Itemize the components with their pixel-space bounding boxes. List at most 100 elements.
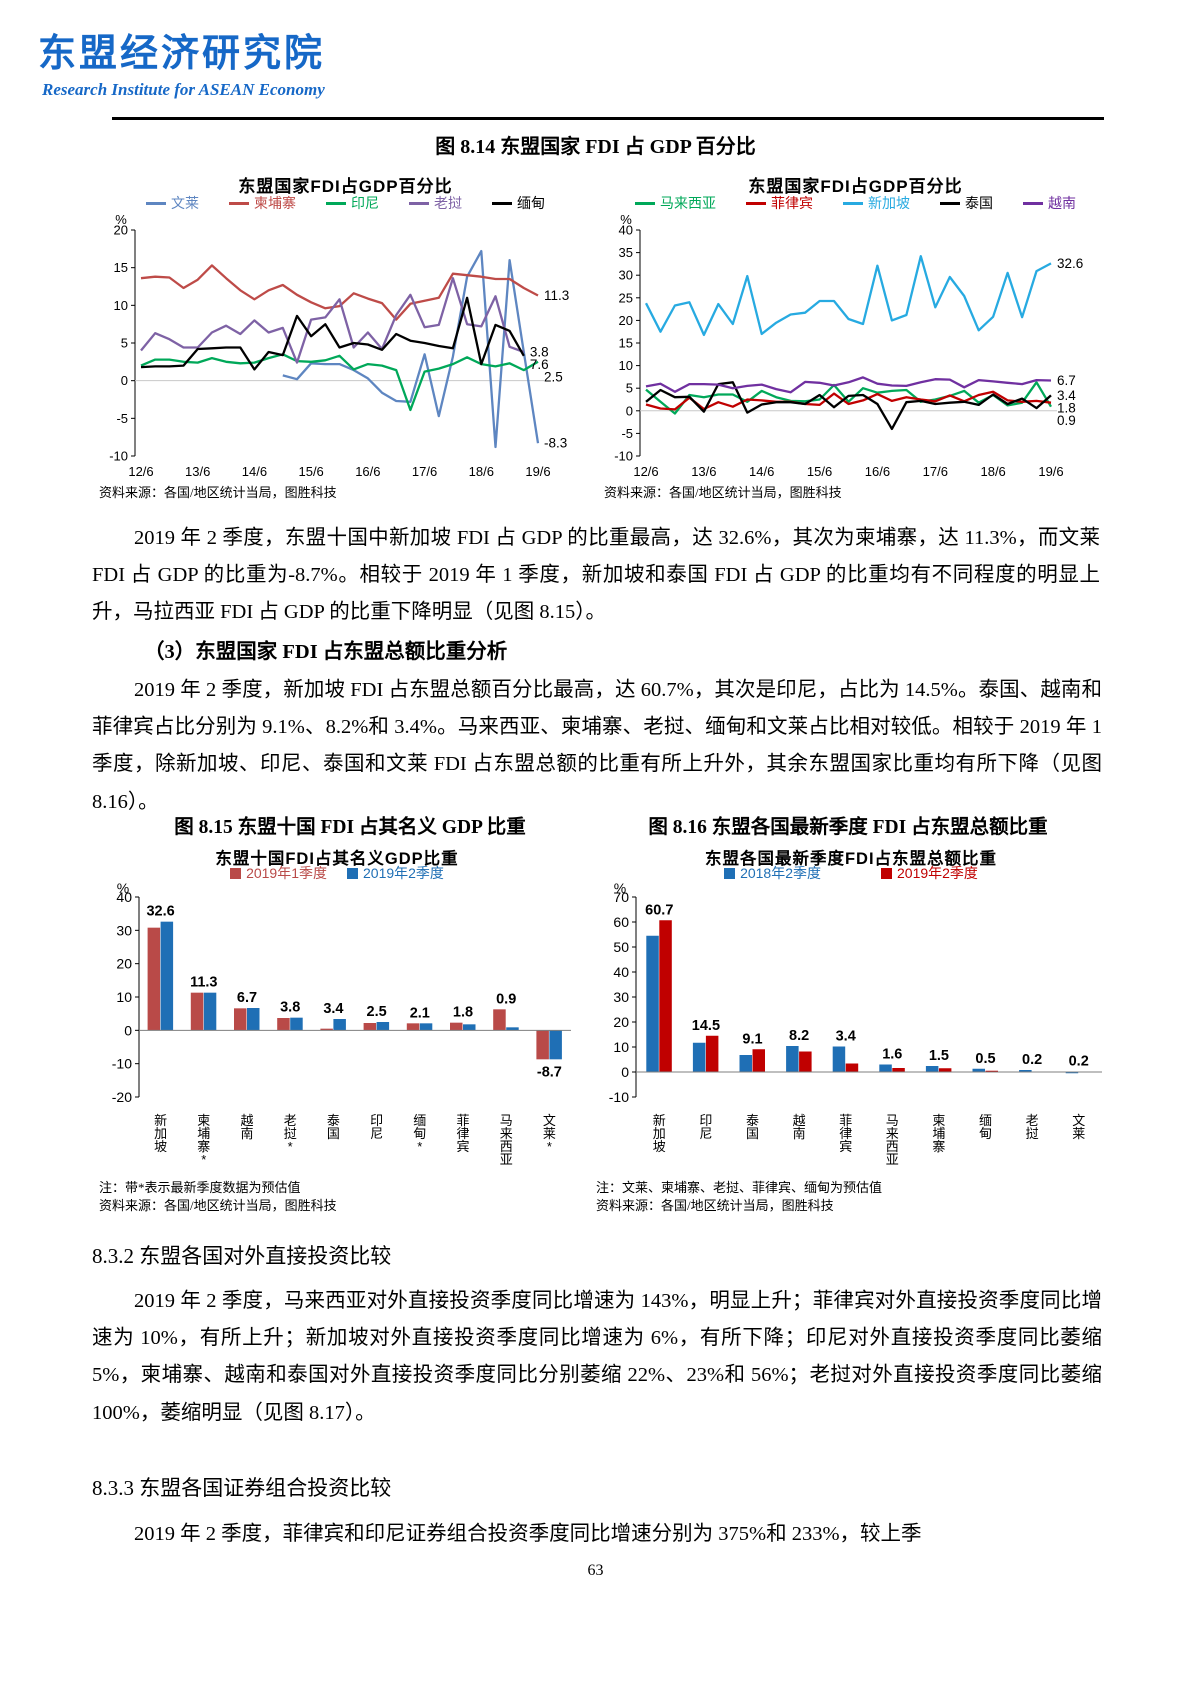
svg-text:老挝*: 老挝* [284, 1113, 297, 1154]
svg-text:18/6: 18/6 [980, 464, 1005, 479]
svg-text:13/6: 13/6 [691, 464, 716, 479]
svg-text:3.8: 3.8 [280, 1000, 300, 1016]
svg-text:泰国: 泰国 [746, 1113, 759, 1141]
svg-text:70: 70 [613, 889, 629, 905]
legend-item: 越南 [1023, 193, 1076, 213]
svg-text:9.1: 9.1 [742, 1031, 762, 1047]
svg-text:19/6: 19/6 [1038, 464, 1063, 479]
svg-text:15/6: 15/6 [807, 464, 832, 479]
svg-text:17/6: 17/6 [412, 464, 437, 479]
svg-text:14.5: 14.5 [692, 1018, 720, 1034]
paragraph-portfolio-investment: 2019 年 2 季度，菲律宾和印尼证券组合投资季度同比增速分别为 375%和 … [134, 1523, 922, 1545]
legend-marker [746, 201, 766, 205]
legend-label: 马来西亚 [660, 195, 716, 211]
svg-text:菲律宾: 菲律宾 [839, 1113, 852, 1154]
svg-text:%: % [620, 214, 632, 227]
svg-text:-10: -10 [609, 1089, 629, 1105]
legend-label: 2018年2季度 [740, 865, 821, 881]
legend-marker [409, 201, 429, 205]
legend-label: 菲律宾 [771, 195, 813, 211]
svg-text:3.4: 3.4 [1057, 388, 1076, 403]
svg-text:6.7: 6.7 [1057, 373, 1076, 388]
svg-text:19/6: 19/6 [525, 464, 550, 479]
svg-text:30: 30 [613, 989, 629, 1005]
svg-text:10: 10 [116, 989, 132, 1005]
svg-text:25: 25 [619, 290, 633, 305]
svg-text:6.7: 6.7 [237, 990, 257, 1006]
svg-text:30: 30 [619, 268, 633, 283]
paragraph-odi-comparison: 2019 年 2 季度，马来西亚对外直接投资季度同比增速为 143%，明显上升；… [92, 1290, 1102, 1424]
svg-text:1.8: 1.8 [1057, 400, 1076, 415]
svg-text:3.8: 3.8 [530, 345, 549, 360]
svg-text:%: % [115, 214, 127, 227]
svg-text:-10: -10 [112, 1056, 132, 1072]
legend-item: 泰国 [940, 193, 993, 213]
figure-8-15-caption: 图 8.15 东盟十国 FDI 占其名义 GDP 比重 [174, 817, 526, 838]
svg-text:32.6: 32.6 [1057, 256, 1083, 271]
svg-text:12/6: 12/6 [633, 464, 658, 479]
legend-marker [326, 201, 346, 205]
legend-item: 2019年2季度 [347, 863, 444, 883]
legend-item: 文莱 [146, 193, 199, 213]
svg-text:20: 20 [114, 223, 128, 238]
chart-source: 资料来源：各国/地区统计当局，图胜科技 [604, 485, 842, 500]
svg-text:1.5: 1.5 [929, 1048, 949, 1064]
svg-text:1.8: 1.8 [453, 1005, 473, 1021]
svg-text:-10: -10 [614, 449, 633, 464]
legend-marker [940, 201, 960, 205]
svg-text:2.1: 2.1 [410, 1005, 430, 1021]
svg-text:40: 40 [613, 964, 629, 980]
svg-text:14/6: 14/6 [749, 464, 774, 479]
svg-text:印尼: 印尼 [370, 1113, 383, 1141]
legend-marker [635, 201, 655, 205]
svg-text:40: 40 [116, 889, 132, 905]
svg-text:10: 10 [613, 1039, 629, 1055]
svg-text:13/6: 13/6 [185, 464, 210, 479]
svg-text:2.5: 2.5 [544, 370, 563, 385]
svg-text:%: % [614, 883, 626, 896]
svg-text:32.6: 32.6 [146, 904, 174, 920]
svg-text:0.2: 0.2 [1069, 1054, 1089, 1070]
svg-text:11.3: 11.3 [190, 975, 217, 991]
svg-text:20: 20 [619, 313, 633, 328]
paragraph-fdi-share-summary: 2019 年 2 季度，新加坡 FDI 占东盟总额百分比最高，达 60.7%，其… [92, 679, 1102, 813]
svg-text:40: 40 [619, 223, 633, 238]
svg-text:7.6: 7.6 [530, 357, 549, 372]
svg-text:0: 0 [621, 1064, 629, 1080]
line-plot: 40 35 30 25 20 15 10 5 0 -5 -10% 12/6 13/6 14/6 15/6 16… [614, 214, 1083, 479]
legend-label: 2019年2季度 [363, 865, 444, 881]
legend-marker [146, 201, 166, 205]
svg-text:新加坡: 新加坡 [653, 1113, 666, 1154]
svg-text:老挝: 老挝 [1026, 1113, 1039, 1141]
svg-text:文莱: 文莱 [1072, 1113, 1085, 1141]
legend-marker [881, 867, 892, 879]
chart-legend: 马来西亚 菲律宾 新加坡 泰国 越南 [635, 192, 1076, 214]
institute-subtitle: Research Institute for ASEAN Economy [42, 80, 325, 99]
legend-item: 菲律宾 [746, 193, 813, 213]
legend-marker [492, 201, 512, 205]
subheading-3-fdi-share: （3）东盟国家 FDI 占东盟总额比重分析 [144, 641, 508, 663]
legend-label: 2019年2季度 [897, 865, 978, 881]
legend-item: 老挝 [409, 193, 462, 213]
svg-text:0.9: 0.9 [1057, 413, 1076, 428]
chart-title: 东盟国家FDI占GDP百分比 [238, 177, 453, 196]
svg-text:2.5: 2.5 [367, 1004, 387, 1020]
svg-text:-8.3: -8.3 [544, 436, 567, 451]
bar-chart-fdi-asean-share: 东盟各国最新季度FDI占东盟总额比重 2018年2季度 2019年2季度 70 60… [590, 845, 1112, 1215]
svg-text:15: 15 [114, 260, 128, 275]
legend-marker [1023, 201, 1043, 205]
svg-text:-10: -10 [109, 449, 128, 464]
header-divider [112, 117, 1104, 120]
svg-text:新加坡: 新加坡 [154, 1113, 167, 1154]
svg-text:柬埔寨: 柬埔寨 [932, 1113, 945, 1154]
section-8-3-2-heading: 8.3.2 东盟各国对外直接投资比较 [92, 1244, 392, 1268]
svg-text:菲律宾: 菲律宾 [456, 1113, 469, 1154]
legend-item: 印尼 [326, 193, 379, 213]
legend-label: 文莱 [171, 195, 199, 211]
chart-legend: 2019年1季度 2019年2季度 [230, 863, 444, 883]
section-8-3-3-heading: 8.3.3 东盟各国证券组合投资比较 [92, 1476, 392, 1500]
figure-8-14-title: 图 8.14 东盟国家 FDI 占 GDP 百分比 [435, 136, 756, 158]
line-chart-fdi-gdp-group1: 东盟国家FDI占GDP百分比 文莱 柬埔寨 印尼 老挝 缅甸 20 15 10 5 0 -5 -10… [93, 172, 598, 502]
legend-label: 柬埔寨 [254, 195, 296, 211]
svg-text:柬埔寨*: 柬埔寨* [197, 1113, 210, 1167]
